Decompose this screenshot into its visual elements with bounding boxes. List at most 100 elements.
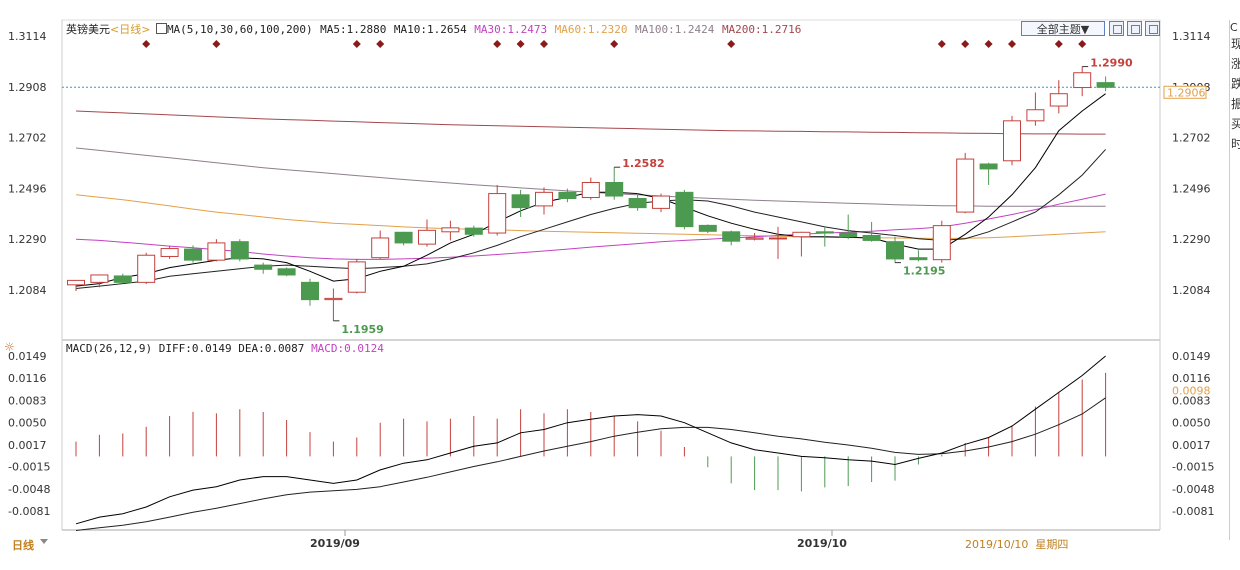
candle-body bbox=[839, 232, 858, 238]
macd-axis-right-label: -0.0081 bbox=[1172, 505, 1214, 518]
sidebar-label-3: 振 bbox=[1231, 97, 1240, 111]
candle-body bbox=[698, 224, 717, 232]
candle-body bbox=[1096, 82, 1115, 88]
event-marker-icon bbox=[516, 40, 525, 48]
period-tab-daily[interactable]: 日线 bbox=[12, 539, 34, 552]
event-marker-icon bbox=[961, 40, 970, 48]
event-marker-icon bbox=[1054, 40, 1063, 48]
event-marker-icon bbox=[1008, 40, 1016, 48]
event-marker-icon bbox=[937, 40, 946, 48]
macd-axis-right-label: -0.0048 bbox=[1172, 483, 1214, 496]
ma60-value: MA60:1.2320 bbox=[554, 23, 628, 36]
price-axis-left-label: 1.3114 bbox=[8, 30, 47, 43]
price-axis-left-label: 1.2496 bbox=[8, 182, 47, 195]
candle-body bbox=[1049, 93, 1068, 107]
candle-body bbox=[862, 235, 881, 241]
price-axis-right-label: 1.2084 bbox=[1172, 284, 1211, 297]
candle-body bbox=[605, 181, 624, 197]
candle-body bbox=[113, 275, 132, 283]
event-marker-icon bbox=[142, 40, 151, 48]
price-axis-left-label: 1.2908 bbox=[8, 81, 47, 94]
ma200-line bbox=[75, 110, 1106, 135]
event-marker-icon bbox=[540, 40, 548, 48]
price-axis-right-label: 1.2496 bbox=[1172, 182, 1211, 195]
event-marker-icon bbox=[493, 40, 502, 48]
candle-body bbox=[979, 163, 998, 170]
macd-legend: MACD(26,12,9) DIFF:0.0149 DEA:0.0087 MAC… bbox=[66, 342, 384, 355]
event-marker-icon bbox=[1078, 40, 1087, 48]
candle-body bbox=[137, 254, 156, 283]
event-marker-icon bbox=[610, 40, 619, 48]
price-axis-right-label: 1.3114 bbox=[1172, 30, 1211, 43]
sidebar-label-5: 时 bbox=[1231, 137, 1240, 151]
period-label: <日线> bbox=[110, 23, 151, 36]
ma-params: MA(5,10,30,60,100,200) bbox=[166, 23, 313, 36]
period-dropdown-icon[interactable] bbox=[40, 539, 48, 544]
all-topics-dropdown[interactable]: 全部主题▼ bbox=[1021, 21, 1105, 36]
candle-body bbox=[488, 193, 507, 234]
candle-body bbox=[909, 257, 928, 261]
candle-body bbox=[511, 194, 530, 209]
macd-current-value: 0.0098 bbox=[1172, 384, 1211, 397]
candle-body bbox=[464, 227, 483, 235]
macd-axis-right-label: 0.0083 bbox=[1172, 394, 1211, 407]
candle-body bbox=[769, 237, 787, 240]
candle-body bbox=[558, 191, 577, 200]
candle-body bbox=[277, 268, 296, 276]
candle-body bbox=[745, 237, 764, 240]
candle-body bbox=[347, 261, 366, 293]
candle-body bbox=[1026, 109, 1045, 122]
grid-icon[interactable] bbox=[1127, 21, 1142, 36]
candle-body bbox=[418, 229, 436, 245]
macd-axis-left-label: 0.0050 bbox=[8, 417, 47, 430]
price-panel bbox=[61, 19, 1161, 341]
macd-value: MACD:0.0124 bbox=[311, 342, 384, 355]
diff-line bbox=[75, 355, 1106, 525]
ma200-value: MA200:1.2716 bbox=[721, 23, 802, 36]
macd-axis-left-label: 0.0116 bbox=[8, 372, 47, 385]
ma100-value: MA100:1.2424 bbox=[634, 23, 715, 36]
dea-value: DEA:0.0087 bbox=[238, 342, 305, 355]
current-price-value: 1.2906 bbox=[1167, 86, 1206, 99]
annotation-label: 1.1959 bbox=[341, 323, 383, 336]
candle-body bbox=[394, 231, 413, 244]
candle-body bbox=[581, 181, 600, 199]
candle-body bbox=[792, 231, 811, 238]
candle-body bbox=[230, 241, 249, 260]
candle-body bbox=[371, 237, 390, 259]
candle-body bbox=[441, 227, 460, 233]
price-axis-left-label: 1.2290 bbox=[8, 233, 47, 246]
event-marker-icon bbox=[984, 40, 993, 48]
sidebar-label-2: 跌 bbox=[1231, 77, 1240, 91]
current-price-tag bbox=[1163, 85, 1207, 99]
month-label-oct: 2019/10 bbox=[797, 537, 847, 550]
annotation-label: 1.2990 bbox=[1090, 57, 1133, 70]
event-marker-icon bbox=[727, 40, 736, 48]
price-axis-right-label: 1.2702 bbox=[1172, 132, 1211, 145]
candle-body bbox=[90, 274, 109, 283]
price-axis-right-label: 1.2290 bbox=[1172, 233, 1211, 246]
macd-settings-icon[interactable]: ☼ bbox=[4, 340, 15, 354]
candle-body bbox=[160, 248, 179, 257]
layout-icon[interactable] bbox=[1109, 21, 1124, 36]
macd-axis-left-label: -0.0048 bbox=[8, 483, 50, 496]
dea-line bbox=[75, 397, 1106, 531]
window-icon[interactable] bbox=[1145, 21, 1160, 36]
candle-body bbox=[628, 198, 647, 209]
event-marker-icon bbox=[376, 40, 385, 48]
candle-body bbox=[675, 191, 694, 228]
macd-axis-right-label: 0.0050 bbox=[1172, 417, 1211, 430]
ma-toggle-icon[interactable] bbox=[155, 23, 167, 34]
annotation-label: 1.2582 bbox=[622, 157, 664, 170]
candle-body bbox=[207, 242, 226, 261]
ma-legend: 英镑美元<日线> MA(5,10,30,60,100,200) MA5:1.28… bbox=[66, 21, 801, 37]
annotation-label: 1.2195 bbox=[903, 265, 945, 278]
macd-axis-right-label: 0.0116 bbox=[1172, 372, 1211, 385]
month-label-sep: 2019/09 bbox=[310, 537, 360, 550]
macd-axis-right-label: -0.0015 bbox=[1172, 461, 1214, 474]
ma30-value: MA30:1.2473 bbox=[474, 23, 548, 36]
candle-body bbox=[1073, 72, 1092, 89]
candle-body bbox=[722, 231, 741, 242]
candle-body bbox=[301, 281, 319, 301]
